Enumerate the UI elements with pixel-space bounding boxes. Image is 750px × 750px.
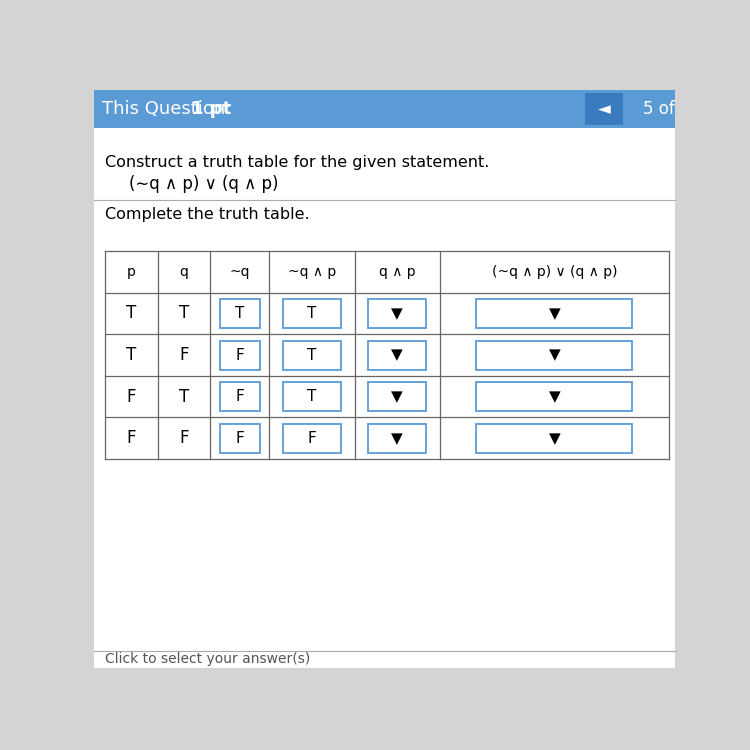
Text: T: T <box>179 388 189 406</box>
Text: F: F <box>179 429 189 447</box>
FancyBboxPatch shape <box>476 382 632 411</box>
Text: ▼: ▼ <box>392 389 403 404</box>
Text: ▼: ▼ <box>548 306 560 321</box>
Point <box>435 247 444 256</box>
Text: T: T <box>308 306 316 321</box>
Text: ▼: ▼ <box>392 430 403 445</box>
Text: ▼: ▼ <box>392 347 403 362</box>
FancyBboxPatch shape <box>220 424 260 453</box>
Point <box>435 454 444 464</box>
Point <box>153 247 162 256</box>
Point <box>265 454 274 464</box>
FancyBboxPatch shape <box>283 424 340 453</box>
Text: ~q: ~q <box>230 265 250 279</box>
Text: F: F <box>236 347 244 362</box>
Text: (∼q ∧ p) ∨ (q ∧ p): (∼q ∧ p) ∨ (q ∧ p) <box>129 175 278 193</box>
Text: This Question:: This Question: <box>103 100 238 118</box>
Text: T: T <box>127 304 136 322</box>
FancyBboxPatch shape <box>94 128 675 668</box>
Text: F: F <box>308 430 316 445</box>
FancyBboxPatch shape <box>220 340 260 370</box>
FancyBboxPatch shape <box>283 382 340 411</box>
Text: 1 pt: 1 pt <box>191 100 232 118</box>
FancyBboxPatch shape <box>283 340 340 370</box>
Text: F: F <box>236 430 244 445</box>
Text: 5 of: 5 of <box>643 100 675 118</box>
Text: Click to select your answer(s): Click to select your answer(s) <box>105 652 310 667</box>
Point <box>664 454 674 464</box>
Point <box>100 454 109 464</box>
Text: T: T <box>127 346 136 364</box>
Text: p: p <box>128 265 136 279</box>
Text: T: T <box>308 347 316 362</box>
FancyBboxPatch shape <box>585 93 622 124</box>
Text: ◄: ◄ <box>598 100 610 118</box>
Point <box>350 454 359 464</box>
Point <box>206 247 214 256</box>
Point <box>664 247 674 256</box>
Text: ▼: ▼ <box>392 306 403 321</box>
Text: (~q ∧ p) ∨ (q ∧ p): (~q ∧ p) ∨ (q ∧ p) <box>492 265 617 279</box>
Text: F: F <box>127 388 136 406</box>
Text: q: q <box>179 265 188 279</box>
FancyBboxPatch shape <box>220 382 260 411</box>
Text: ~q ∧ p: ~q ∧ p <box>288 265 336 279</box>
Point <box>265 247 274 256</box>
Point <box>100 247 109 256</box>
FancyBboxPatch shape <box>476 299 632 328</box>
FancyBboxPatch shape <box>368 299 426 328</box>
Text: T: T <box>179 304 189 322</box>
FancyBboxPatch shape <box>476 424 632 453</box>
FancyBboxPatch shape <box>283 299 340 328</box>
Point <box>153 454 162 464</box>
FancyBboxPatch shape <box>368 382 426 411</box>
FancyBboxPatch shape <box>105 251 669 459</box>
Text: ▼: ▼ <box>548 347 560 362</box>
FancyBboxPatch shape <box>94 90 675 128</box>
Text: F: F <box>236 389 244 404</box>
Point <box>350 247 359 256</box>
Text: T: T <box>308 389 316 404</box>
FancyBboxPatch shape <box>220 299 260 328</box>
Text: Complete the truth table.: Complete the truth table. <box>105 207 310 222</box>
Text: F: F <box>127 429 136 447</box>
FancyBboxPatch shape <box>476 340 632 370</box>
Text: T: T <box>235 306 244 321</box>
Point <box>206 454 214 464</box>
FancyBboxPatch shape <box>368 340 426 370</box>
Text: Construct a truth table for the given statement.: Construct a truth table for the given st… <box>105 154 490 170</box>
Text: ▼: ▼ <box>548 389 560 404</box>
Text: q ∧ p: q ∧ p <box>379 265 416 279</box>
Text: F: F <box>179 346 189 364</box>
FancyBboxPatch shape <box>368 424 426 453</box>
Text: ▼: ▼ <box>548 430 560 445</box>
